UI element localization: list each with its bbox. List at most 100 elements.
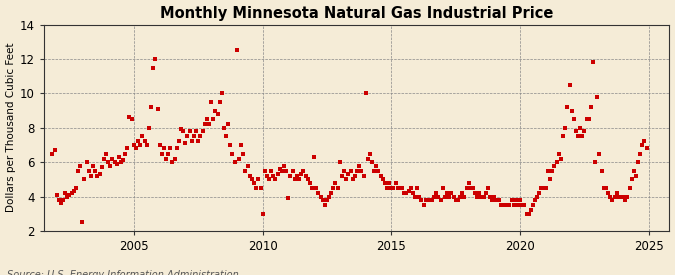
Point [414, 194, 425, 199]
Point [373, 169, 384, 173]
Point [225, 143, 236, 147]
Point [442, 191, 453, 195]
Point [248, 181, 259, 185]
Point [401, 191, 412, 195]
Point [321, 198, 332, 202]
Point [367, 160, 377, 164]
Point [139, 139, 150, 144]
Point [238, 151, 248, 156]
Point [266, 169, 277, 173]
Point [379, 181, 390, 185]
Point [626, 177, 637, 182]
Point [201, 117, 212, 121]
Point [109, 160, 120, 164]
Point [399, 191, 410, 195]
Point [159, 146, 169, 150]
Point [581, 117, 592, 121]
Point [90, 169, 101, 173]
Point [510, 198, 521, 202]
Point [341, 177, 352, 182]
Point [302, 177, 313, 182]
Point [500, 203, 510, 207]
Point [154, 143, 165, 147]
Point [105, 163, 115, 168]
Point [620, 198, 630, 202]
Point [487, 198, 497, 202]
Point [612, 191, 622, 195]
Point [339, 169, 350, 173]
Point [519, 203, 530, 207]
Point [461, 186, 472, 190]
Point [594, 151, 605, 156]
Point [184, 129, 195, 133]
Point [253, 177, 264, 182]
Point [169, 156, 180, 161]
Point [437, 186, 448, 190]
Point [427, 198, 437, 202]
Point [191, 129, 202, 133]
Point [562, 105, 572, 109]
Point [566, 108, 577, 113]
Point [506, 198, 517, 202]
Point [150, 57, 161, 61]
Point [412, 186, 423, 190]
Point [639, 139, 650, 144]
Point [308, 155, 319, 159]
Point [193, 139, 204, 144]
Point [310, 186, 321, 190]
Point [206, 100, 217, 104]
Point [326, 191, 337, 195]
Point [547, 169, 558, 173]
Point [221, 134, 232, 139]
Point [577, 134, 588, 139]
Point [517, 203, 528, 207]
Point [137, 134, 148, 139]
Point [343, 172, 354, 176]
Point [476, 194, 487, 199]
Point [279, 163, 290, 168]
Point [141, 143, 152, 147]
Point [262, 174, 273, 178]
Point [549, 163, 560, 168]
Point [210, 108, 221, 113]
Point [579, 129, 590, 133]
Point [268, 174, 279, 178]
Point [317, 198, 328, 202]
Point [515, 198, 526, 202]
Point [558, 134, 568, 139]
Point [622, 194, 633, 199]
Point [79, 177, 90, 182]
Point [554, 151, 564, 156]
Point [362, 156, 373, 161]
Point [111, 162, 122, 166]
Point [572, 134, 583, 139]
Point [53, 198, 64, 202]
Point [126, 117, 137, 121]
Text: Source: U.S. Energy Information Administration: Source: U.S. Energy Information Administ… [7, 271, 238, 275]
Point [306, 186, 317, 190]
Point [163, 151, 173, 156]
Point [521, 211, 532, 216]
Point [474, 191, 485, 195]
Point [423, 198, 433, 202]
Point [332, 186, 343, 190]
Point [429, 194, 439, 199]
Point [55, 201, 66, 206]
Point [208, 117, 219, 121]
Point [128, 143, 139, 147]
Point [75, 163, 86, 168]
Point [369, 169, 379, 173]
Point [47, 151, 57, 156]
Point [418, 203, 429, 207]
Point [610, 194, 620, 199]
Point [386, 186, 397, 190]
Point [294, 177, 304, 182]
Point [298, 169, 308, 173]
Point [171, 146, 182, 150]
Point [244, 174, 255, 178]
Point [165, 146, 176, 150]
Point [186, 139, 197, 144]
Point [448, 194, 459, 199]
Point [272, 172, 283, 176]
Point [77, 220, 88, 224]
